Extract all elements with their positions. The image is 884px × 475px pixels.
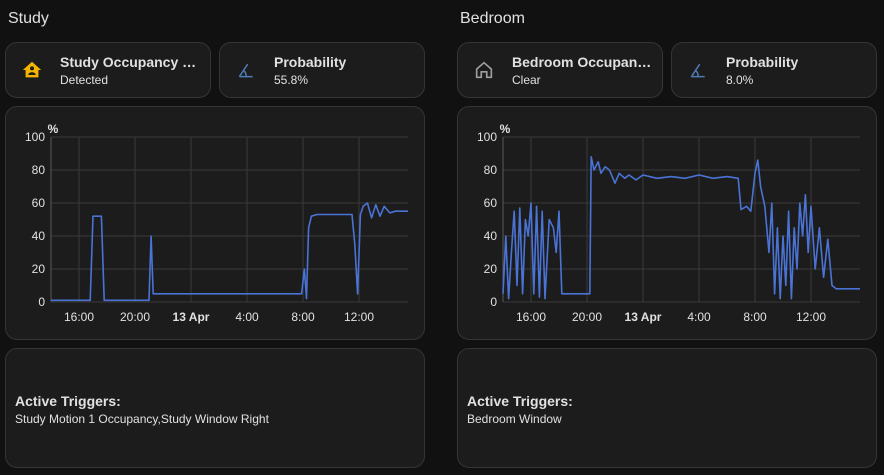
home-account-icon	[20, 58, 44, 82]
angle-acute-icon	[234, 58, 258, 82]
section-title-bedroom: Bedroom	[460, 10, 525, 27]
study-occupancy-tile[interactable]: Study Occupancy St... Detected	[5, 42, 211, 98]
x-tick-label: 13 Apr	[173, 310, 210, 324]
active-triggers-label: Active Triggers:	[467, 393, 573, 409]
x-tick-label: 8:00	[291, 310, 315, 324]
bedroom-probability-name: Probability	[726, 53, 799, 70]
study-probability-chart: 0 20 40 60 80 100 16:00 20:00 13 Apr 4:00 8:00 12:0…	[25, 122, 408, 324]
study-history-graph[interactable]: 0 20 40 60 80 100 16:00 20:00 13 Apr 4:00 8:00 12:0…	[5, 106, 425, 340]
y-axis-unit: %	[500, 122, 511, 136]
y-tick-label: 0	[38, 295, 45, 309]
y-tick-label: 100	[25, 130, 45, 144]
x-tick-label: 4:00	[687, 310, 711, 324]
x-tick-label: 8:00	[743, 310, 767, 324]
y-tick-label: 40	[32, 229, 46, 243]
x-tick-label: 20:00	[572, 310, 602, 324]
home-outline-icon	[472, 58, 496, 82]
bedroom-occupancy-name: Bedroom Occupanc...	[512, 53, 652, 70]
x-tick-label: 16:00	[516, 310, 546, 324]
y-tick-label: 60	[484, 196, 498, 210]
study-occupancy-name: Study Occupancy St...	[60, 53, 200, 70]
bedroom-probability-chart: 0 20 40 60 80 100 16:00 20:00 13 Apr 4:00 8:00 12:0…	[477, 122, 860, 324]
y-tick-label: 60	[32, 196, 46, 210]
y-tick-label: 20	[484, 262, 498, 276]
y-tick-label: 100	[477, 130, 497, 144]
study-occupancy-state: Detected	[60, 72, 109, 87]
bedroom-occupancy-tile[interactable]: Bedroom Occupanc... Clear	[457, 42, 663, 98]
y-axis-unit: %	[48, 122, 59, 136]
angle-acute-icon	[686, 58, 710, 82]
section-title-study: Study	[8, 10, 49, 27]
y-tick-label: 80	[484, 163, 498, 177]
study-probability-state: 55.8%	[274, 72, 309, 87]
x-tick-label: 16:00	[64, 310, 94, 324]
probability-series-line[interactable]	[51, 202, 408, 302]
active-triggers-label: Active Triggers:	[15, 393, 121, 409]
x-tick-label: 12:00	[796, 310, 826, 324]
x-tick-label: 13 Apr	[625, 310, 662, 324]
x-tick-label: 4:00	[235, 310, 259, 324]
bedroom-probability-tile[interactable]: Probability 8.0%	[671, 42, 877, 98]
study-probability-tile[interactable]: Probability 55.8%	[219, 42, 425, 98]
y-tick-label: 80	[32, 163, 46, 177]
bedroom-history-graph[interactable]: 0 20 40 60 80 100 16:00 20:00 13 Apr 4:00 8:00 12:0…	[457, 106, 877, 340]
bedroom-occupancy-state: Clear	[512, 72, 541, 87]
x-tick-label: 12:00	[344, 310, 374, 324]
bedroom-probability-state: 8.0%	[726, 72, 754, 87]
x-tick-label: 20:00	[120, 310, 150, 324]
active-triggers-value: Bedroom Window	[467, 412, 562, 426]
probability-series-line[interactable]	[502, 156, 860, 300]
y-tick-label: 40	[484, 229, 498, 243]
y-tick-label: 0	[490, 295, 497, 309]
y-tick-label: 20	[32, 262, 46, 276]
study-probability-name: Probability	[274, 53, 347, 70]
bedroom-triggers-card: Active Triggers: Bedroom Window	[457, 348, 877, 468]
study-triggers-card: Active Triggers: Study Motion 1 Occupanc…	[5, 348, 425, 468]
active-triggers-value: Study Motion 1 Occupancy,Study Window Ri…	[15, 412, 269, 426]
